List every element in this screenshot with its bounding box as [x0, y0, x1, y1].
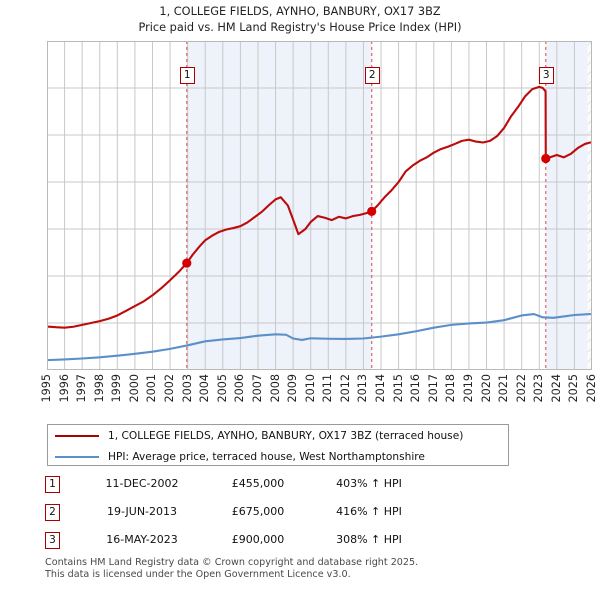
- x-tick-label: 2002: [163, 374, 177, 403]
- shaded-band-1: [545, 41, 588, 370]
- page-title: 1, COLLEGE FIELDS, AYNHO, BANBURY, OX17 …: [0, 4, 600, 36]
- x-tick-label: 2024: [549, 374, 563, 403]
- hpi-line-series: [47, 313, 592, 362]
- transaction-price-2: £675,000: [231, 505, 285, 518]
- transaction-badge-3: 3: [45, 532, 60, 549]
- x-tick-label: 2003: [180, 374, 194, 403]
- x-tick-label: 1997: [75, 374, 89, 403]
- x-tick-label: 2004: [198, 374, 212, 403]
- x-tick-label: 2012: [338, 374, 352, 403]
- x-tick-label: 2016: [409, 374, 423, 403]
- transaction-date-2: 19-JUN-2013: [106, 505, 178, 518]
- x-tick-label: 2001: [145, 374, 159, 403]
- title-line-2: Price paid vs. HM Land Registry's House …: [138, 21, 462, 34]
- x-tick-label: 2010: [303, 374, 317, 403]
- price-line-series: [47, 85, 592, 329]
- footer-attribution: Contains HM Land Registry data © Crown c…: [45, 557, 575, 580]
- table-row: 2 19-JUN-2013 £675,000 416% ↑ HPI: [45, 501, 465, 529]
- x-tick-label: 2014: [374, 374, 388, 403]
- legend-item-hpi: HPI: Average price, terraced house, West…: [48, 446, 508, 467]
- transaction-date-3: 16-MAY-2023: [106, 533, 178, 546]
- x-tick-label: 1996: [57, 374, 71, 403]
- x-tick-label: 2019: [461, 374, 475, 403]
- transaction-price-3: £900,000: [231, 533, 285, 546]
- legend-label-price: 1, COLLEGE FIELDS, AYNHO, BANBURY, OX17 …: [108, 429, 464, 442]
- sale-flag-2[interactable]: 2: [364, 67, 380, 84]
- table-row: 1 11-DEC-2002 £455,000 403% ↑ HPI: [45, 473, 465, 501]
- chart-legend: 1, COLLEGE FIELDS, AYNHO, BANBURY, OX17 …: [47, 424, 509, 466]
- gridlines: [47, 41, 592, 370]
- x-tick-label: 2025: [567, 374, 581, 403]
- x-tick-label: 2011: [321, 374, 335, 403]
- transaction-price-1: £455,000: [231, 477, 285, 490]
- footer-line-1: Contains HM Land Registry data © Crown c…: [45, 557, 419, 568]
- x-tick-label: 2017: [426, 374, 440, 403]
- x-tick-label: 2013: [356, 374, 370, 403]
- sale-point-markers: [182, 153, 551, 268]
- x-tick-label: 2000: [127, 374, 141, 403]
- legend-label-hpi: HPI: Average price, terraced house, West…: [108, 450, 425, 463]
- transaction-hpi-2: 416% ↑ HPI: [336, 505, 402, 518]
- footer-line-2: This data is licensed under the Open Gov…: [45, 568, 351, 580]
- sale-point-3: [541, 153, 551, 164]
- x-tick-label: 2022: [514, 374, 528, 403]
- x-tick-label: 2026: [585, 374, 598, 403]
- x-tick-label: 2018: [444, 374, 458, 403]
- sale-point-2: [367, 206, 377, 216]
- chart-plot-area: [47, 41, 592, 370]
- transaction-date-1: 11-DEC-2002: [105, 477, 179, 490]
- legend-swatch-hpi: [55, 455, 99, 458]
- x-tick-label: 2015: [391, 374, 405, 403]
- x-tick-label: 1998: [92, 374, 106, 403]
- sale-flag-1[interactable]: 1: [179, 67, 195, 84]
- table-row: 3 16-MAY-2023 £900,000 308% ↑ HPI: [45, 529, 465, 557]
- transaction-hpi-3: 308% ↑ HPI: [336, 533, 402, 546]
- transaction-badge-1: 1: [45, 476, 60, 493]
- legend-swatch-price: [55, 434, 99, 437]
- shaded-band-2: [587, 41, 592, 370]
- x-tick-label: 1995: [40, 374, 53, 403]
- sale-point-1: [182, 258, 192, 268]
- x-tick-label: 2006: [233, 374, 247, 403]
- x-tick-label: 2023: [532, 374, 546, 403]
- transactions-table: 1 11-DEC-2002 £455,000 403% ↑ HPI 2 19-J…: [45, 473, 465, 557]
- legend-item-price: 1, COLLEGE FIELDS, AYNHO, BANBURY, OX17 …: [48, 425, 508, 446]
- x-tick-label: 2005: [215, 374, 229, 403]
- x-tick-label: 2007: [250, 374, 264, 403]
- transaction-badge-2: 2: [45, 504, 60, 521]
- x-tick-label: 2020: [479, 374, 493, 403]
- transaction-hpi-1: 403% ↑ HPI: [336, 477, 402, 490]
- x-tick-label: 2021: [497, 374, 511, 403]
- x-tick-label: 2009: [286, 374, 300, 403]
- shaded-bands: [186, 41, 592, 370]
- x-tick-label: 1999: [110, 374, 124, 403]
- shaded-band-0: [186, 41, 372, 370]
- sale-flag-3[interactable]: 3: [538, 67, 554, 84]
- title-line-1: 1, COLLEGE FIELDS, AYNHO, BANBURY, OX17 …: [159, 5, 441, 18]
- x-tick-label: 2008: [268, 374, 282, 403]
- price-history-chart: £0£200K£400K£600K£800K£1M£1.2M£1.4M 1995…: [40, 41, 598, 402]
